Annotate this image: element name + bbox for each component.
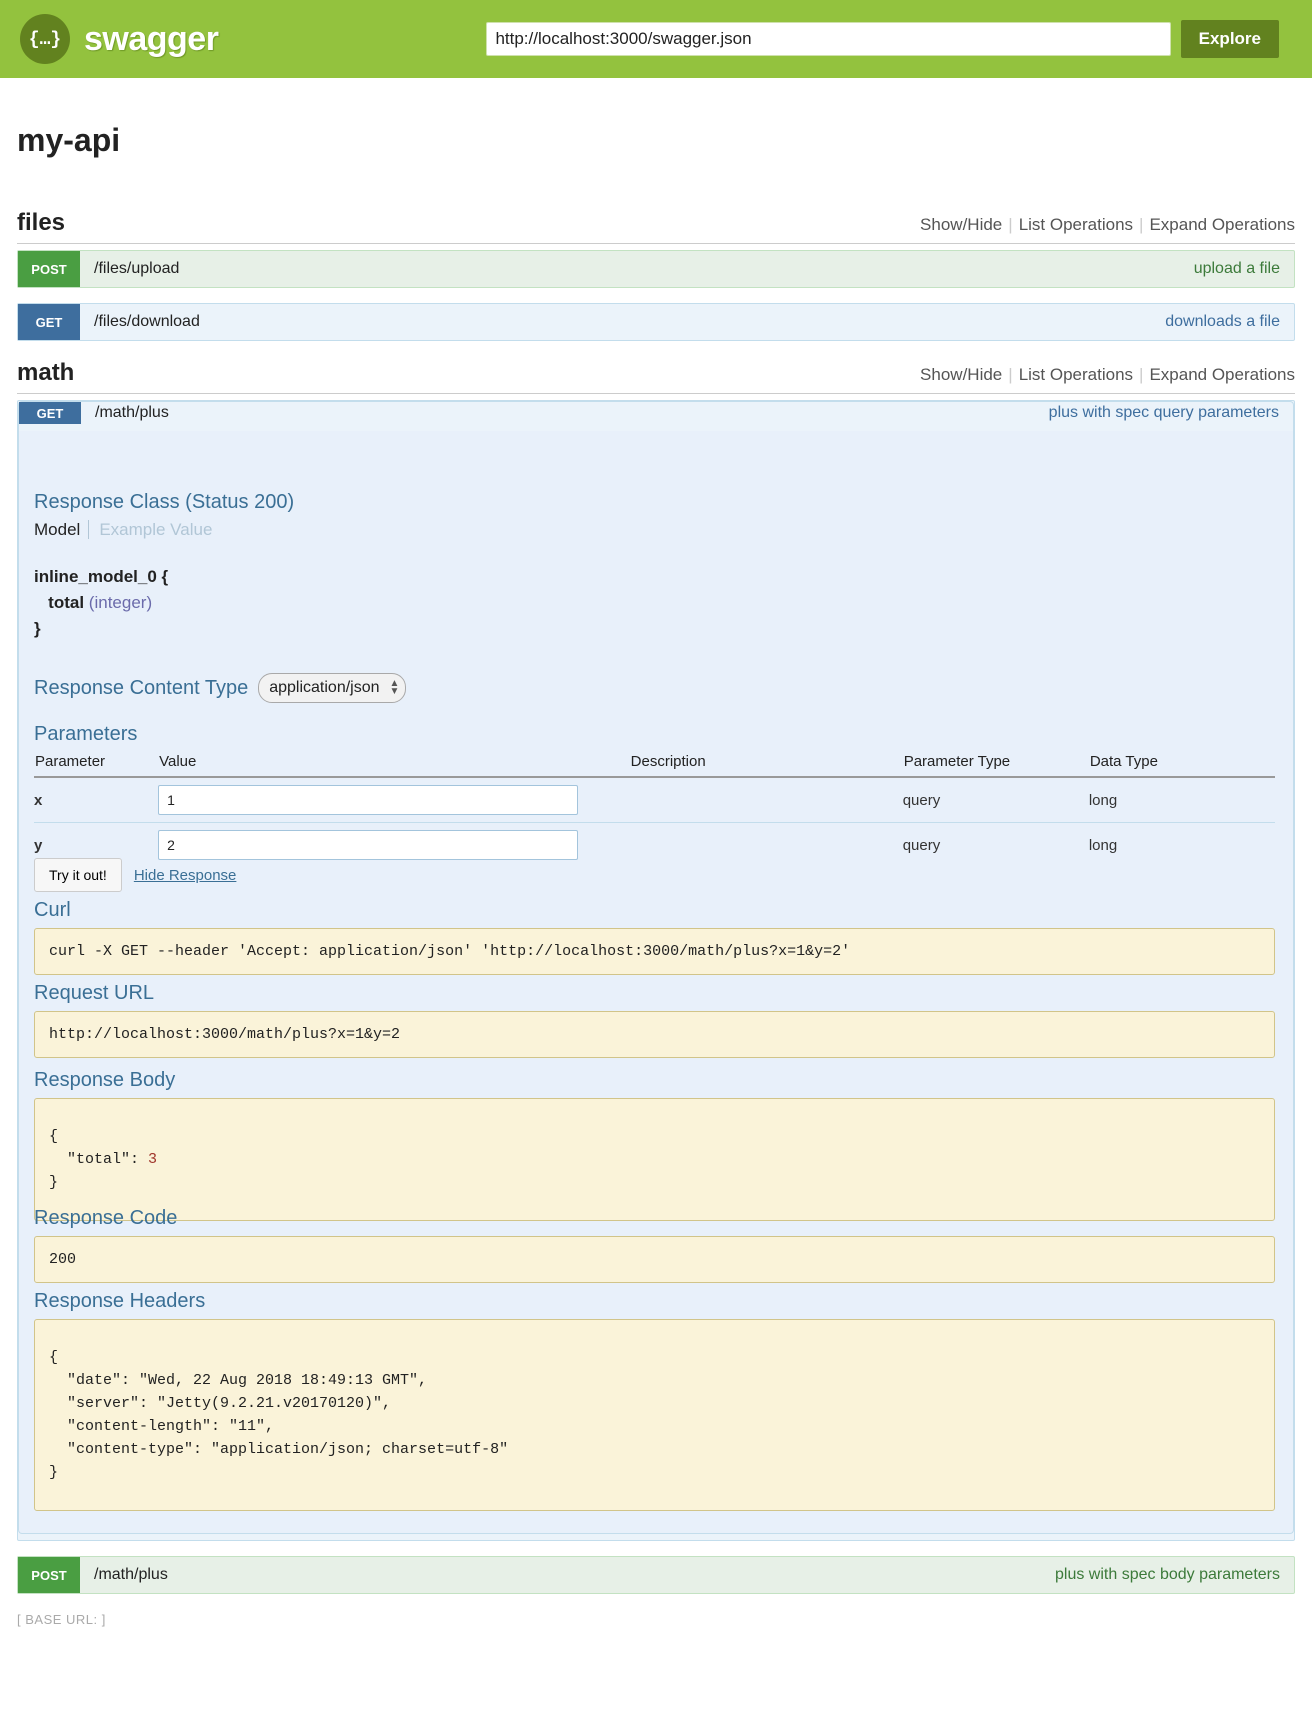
svg-text:{…}: {…} <box>30 30 60 50</box>
